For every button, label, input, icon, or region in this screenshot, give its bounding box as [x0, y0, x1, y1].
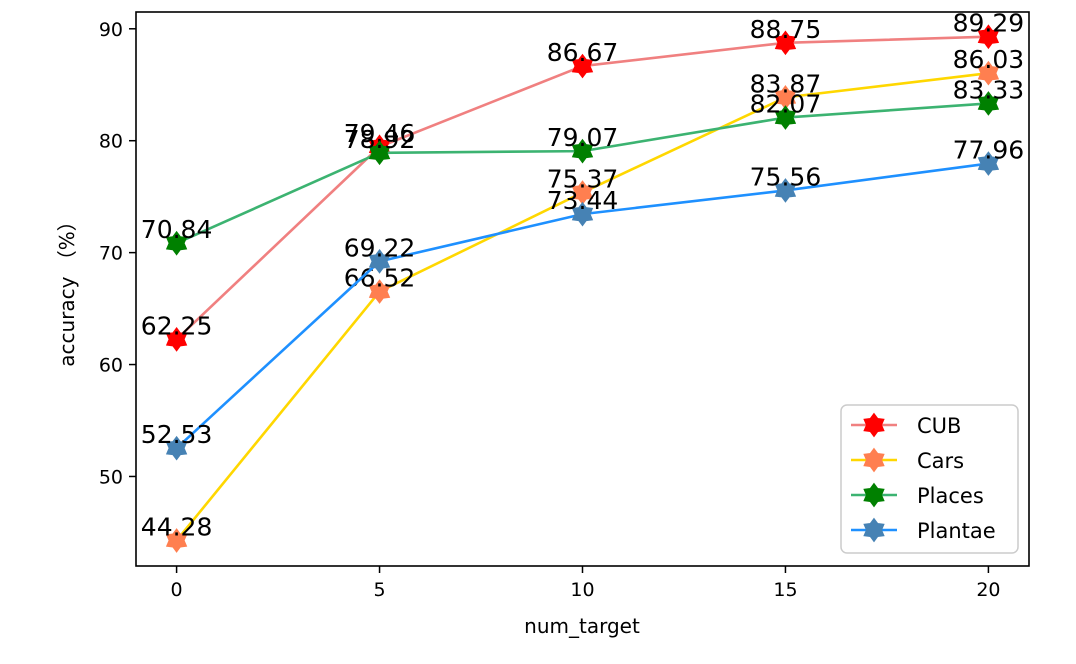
legend-marker-cars	[863, 447, 885, 473]
x-axis: 0 5 10 15 20	[171, 566, 1001, 601]
data-label-cub: 89.29	[953, 9, 1025, 38]
data-point-places	[977, 91, 1000, 116]
series-plantae: 52.53 69.22 73.44 75.56 77.96	[141, 136, 1025, 461]
data-label-cub: 88.75	[750, 15, 822, 44]
y-tick-label: 70	[99, 243, 123, 265]
legend-marker-plantae	[863, 517, 885, 543]
data-label-plantae: 69.22	[344, 233, 416, 262]
x-tick-label: 10	[570, 579, 594, 601]
data-label-plantae: 52.53	[141, 420, 213, 449]
legend-item-places: Places	[851, 482, 984, 508]
legend-item-plantae: Plantae	[851, 517, 996, 543]
legend-label-plantae: Plantae	[917, 519, 996, 543]
data-point-cub	[165, 327, 188, 352]
data-label-cars: 83.87	[750, 69, 822, 98]
legend-label-places: Places	[917, 484, 984, 508]
data-label-cars: 86.03	[953, 45, 1025, 74]
data-label-places: 83.33	[953, 75, 1025, 104]
data-point-plantae	[571, 201, 594, 227]
data-point-plantae	[774, 178, 797, 203]
legend-label-cars: Cars	[917, 449, 964, 473]
x-axis-label: num_target	[524, 614, 640, 638]
data-point-places	[571, 138, 594, 164]
data-label-cub: 62.25	[141, 311, 213, 340]
data-label-cars: 75.37	[547, 165, 619, 194]
data-point-cars	[165, 528, 188, 553]
data-point-cars	[977, 60, 1000, 86]
data-label-plantae: 75.56	[750, 162, 822, 191]
x-tick-label: 0	[171, 579, 183, 601]
legend: CUB Cars Places Plantae	[840, 404, 1019, 554]
data-point-cub	[774, 30, 797, 56]
y-axis: 50 60 70 80 90	[99, 19, 136, 488]
series-places: 70.84 78.92 79.07 82.07 83.33	[141, 75, 1025, 256]
data-point-plantae	[368, 249, 391, 274]
data-point-plantae	[977, 151, 1000, 176]
legend-item-cub: CUB	[851, 412, 961, 438]
data-point-places	[774, 105, 797, 130]
y-tick-label: 80	[99, 131, 123, 153]
data-point-cub	[977, 24, 1000, 50]
data-point-cub	[571, 53, 594, 79]
data-label-places: 70.84	[141, 215, 213, 244]
x-tick-label: 15	[773, 579, 797, 601]
x-tick-label: 20	[976, 579, 1000, 601]
legend-item-cars: Cars	[851, 447, 964, 473]
data-label-plantae: 77.96	[953, 136, 1025, 165]
y-tick-label: 90	[99, 19, 123, 41]
data-point-places	[368, 140, 391, 166]
data-label-cub: 86.67	[547, 38, 619, 67]
legend-marker-places	[863, 482, 885, 508]
legend-label-cub: CUB	[917, 414, 961, 438]
y-tick-label: 50	[99, 466, 123, 488]
data-label-plantae: 73.44	[547, 186, 619, 215]
data-label-places: 82.07	[750, 90, 822, 119]
legend-box	[840, 404, 1019, 554]
data-point-places	[165, 230, 188, 256]
data-label-places: 79.07	[547, 123, 619, 152]
y-axis-label: accuracy （%）	[55, 211, 79, 367]
y-tick-label: 60	[99, 355, 123, 377]
data-point-cars	[368, 279, 391, 304]
data-point-plantae	[165, 435, 188, 461]
x-tick-label: 5	[373, 579, 385, 601]
legend-marker-cub	[863, 412, 885, 438]
data-label-places: 78.92	[344, 125, 416, 154]
data-label-cars: 44.28	[141, 512, 213, 541]
